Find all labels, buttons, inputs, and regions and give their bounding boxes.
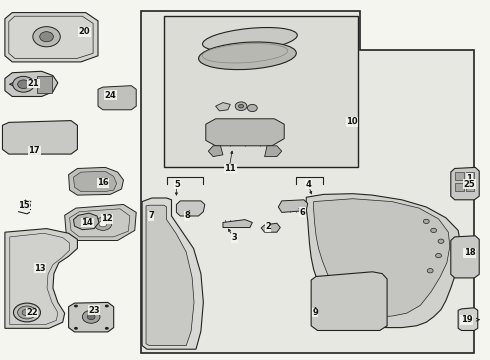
Ellipse shape: [198, 42, 296, 69]
Circle shape: [21, 202, 30, 209]
Text: 22: 22: [26, 308, 38, 317]
Circle shape: [94, 217, 112, 230]
Polygon shape: [74, 171, 117, 192]
Circle shape: [423, 219, 429, 224]
Text: 7: 7: [148, 211, 154, 220]
Polygon shape: [74, 213, 99, 230]
Circle shape: [427, 269, 433, 273]
Circle shape: [74, 305, 78, 307]
Circle shape: [235, 102, 247, 111]
Text: 13: 13: [34, 264, 46, 273]
Polygon shape: [5, 229, 77, 328]
Polygon shape: [5, 13, 98, 62]
Polygon shape: [216, 103, 230, 111]
Polygon shape: [311, 272, 387, 330]
Circle shape: [87, 314, 95, 320]
Circle shape: [33, 27, 60, 47]
Text: 12: 12: [101, 214, 113, 223]
Ellipse shape: [202, 27, 297, 52]
Circle shape: [431, 228, 437, 233]
Text: 19: 19: [461, 315, 472, 324]
Polygon shape: [206, 119, 284, 146]
Bar: [164, 16, 358, 167]
Text: 5: 5: [174, 180, 180, 189]
Text: 16: 16: [97, 178, 109, 187]
Text: 25: 25: [464, 180, 475, 189]
Circle shape: [99, 221, 107, 227]
Text: 23: 23: [88, 306, 100, 315]
Circle shape: [436, 253, 441, 258]
Ellipse shape: [18, 306, 36, 319]
Text: 18: 18: [464, 248, 475, 257]
Bar: [455, 183, 464, 191]
Text: 1: 1: [466, 174, 472, 183]
Text: 14: 14: [81, 218, 93, 227]
Polygon shape: [208, 146, 223, 157]
Text: 11: 11: [224, 164, 236, 173]
Polygon shape: [451, 167, 479, 200]
Circle shape: [82, 310, 100, 323]
Polygon shape: [451, 236, 479, 278]
Circle shape: [239, 104, 244, 108]
Text: 6: 6: [299, 208, 305, 217]
Bar: [466, 172, 474, 180]
Polygon shape: [146, 205, 194, 346]
Text: 8: 8: [184, 211, 190, 220]
Polygon shape: [458, 308, 478, 330]
Text: 4: 4: [306, 180, 312, 189]
Circle shape: [105, 327, 109, 330]
Text: 10: 10: [346, 117, 358, 126]
Bar: [37, 76, 52, 93]
Ellipse shape: [22, 309, 32, 316]
Text: 9: 9: [312, 308, 318, 317]
Circle shape: [247, 104, 257, 112]
Polygon shape: [69, 302, 114, 332]
Text: 21: 21: [27, 79, 39, 88]
Text: 17: 17: [28, 146, 40, 155]
Circle shape: [438, 239, 444, 243]
Circle shape: [81, 218, 91, 225]
Text: 20: 20: [78, 27, 90, 36]
Bar: [455, 172, 464, 180]
Polygon shape: [5, 71, 58, 96]
Polygon shape: [223, 220, 252, 228]
Polygon shape: [142, 198, 203, 349]
Ellipse shape: [14, 303, 40, 322]
Polygon shape: [69, 167, 123, 195]
Text: 2: 2: [265, 222, 271, 231]
Polygon shape: [2, 121, 77, 154]
Polygon shape: [65, 204, 136, 240]
Polygon shape: [278, 200, 308, 212]
Circle shape: [18, 80, 29, 89]
Polygon shape: [265, 146, 282, 157]
Polygon shape: [176, 201, 205, 216]
Polygon shape: [314, 199, 450, 317]
Circle shape: [74, 327, 78, 330]
Text: 24: 24: [104, 91, 116, 100]
Circle shape: [40, 32, 53, 42]
Polygon shape: [98, 86, 136, 110]
Polygon shape: [306, 194, 461, 328]
Circle shape: [105, 305, 109, 307]
Circle shape: [13, 76, 34, 92]
Bar: [466, 183, 474, 191]
Polygon shape: [141, 11, 474, 353]
Text: 15: 15: [18, 201, 29, 210]
Polygon shape: [261, 223, 280, 232]
Text: 3: 3: [231, 233, 237, 242]
